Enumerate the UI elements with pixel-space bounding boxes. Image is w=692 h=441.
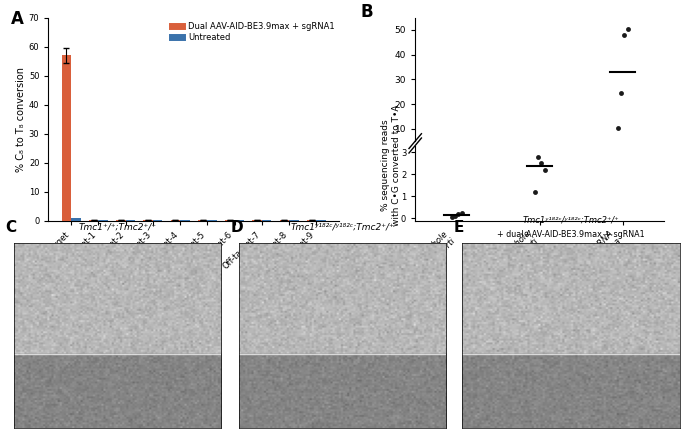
Text: E: E: [453, 220, 464, 235]
Legend: Dual AAV-AID-BE3.9max + sgRNA1, Untreated: Dual AAV-AID-BE3.9max + sgRNA1, Untreate…: [172, 22, 335, 42]
Text: + dual AAV-AID-BE3.9max + sgRNA1: + dual AAV-AID-BE3.9max + sgRNA1: [498, 230, 645, 239]
Text: % sequencing reads
with C•G converted to T•A: % sequencing reads with C•G converted to…: [381, 105, 401, 226]
Y-axis label: % C₈ to T₈ conversion: % C₈ to T₈ conversion: [16, 67, 26, 172]
Text: D: D: [230, 220, 243, 235]
Text: B: B: [361, 3, 373, 21]
Bar: [71, 218, 81, 220]
Text: Tmc1ʸ¹⁸²ᶜ/ʸ¹⁸²ᶜ;Tmc2⁺/⁺: Tmc1ʸ¹⁸²ᶜ/ʸ¹⁸²ᶜ;Tmc2⁺/⁺: [291, 222, 394, 232]
Bar: [62, 55, 71, 220]
Text: C: C: [6, 220, 17, 235]
Text: A: A: [10, 10, 24, 27]
Text: Tmc1ʸ¹⁸²ᶜ/ʸ¹⁸²ᶜ;Tmc2⁺/⁺: Tmc1ʸ¹⁸²ᶜ/ʸ¹⁸²ᶜ;Tmc2⁺/⁺: [523, 215, 619, 224]
Text: Tmc1⁺/⁺;Tmc2⁺/⁺: Tmc1⁺/⁺;Tmc2⁺/⁺: [79, 222, 156, 232]
